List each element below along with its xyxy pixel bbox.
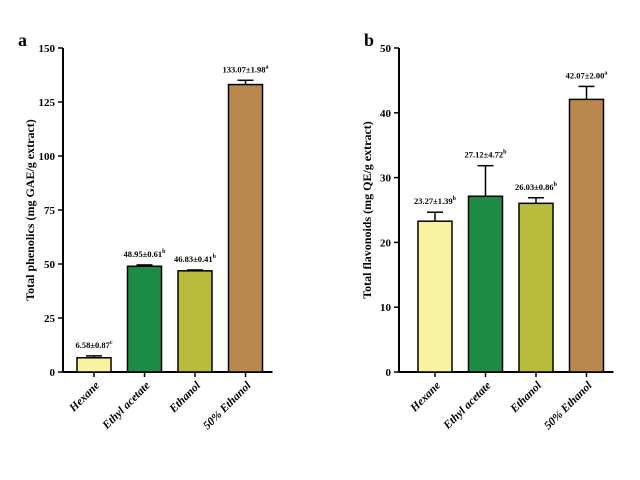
bar bbox=[76, 357, 112, 373]
data-label-value: 46.83±0.41 bbox=[174, 254, 213, 264]
bar bbox=[126, 265, 163, 373]
data-label: 26.03±0.86b bbox=[515, 182, 558, 192]
data-label: 42.07±2.00a bbox=[566, 70, 608, 80]
x-category-label: Hexane bbox=[408, 380, 443, 415]
y-tick-label: 25 bbox=[44, 313, 56, 325]
y-tick-label: 40 bbox=[380, 108, 392, 120]
chart-panel-b: b Total flavonoids (mg QE/g extract) 0 10 20… bbox=[360, 30, 614, 432]
significance-letter: c bbox=[110, 340, 113, 346]
x-category-label: 50% Ethanol bbox=[201, 379, 254, 432]
data-label: 6.58±0.87c bbox=[75, 340, 112, 350]
y-axis-label: Total flavonoids (mg QE/g extract) bbox=[360, 121, 374, 299]
x-category-label: Ethanol bbox=[167, 379, 204, 416]
y-tick-label: 150 bbox=[39, 43, 56, 55]
bar bbox=[518, 202, 554, 373]
bar bbox=[467, 195, 504, 373]
panel-letter: a bbox=[18, 30, 27, 50]
x-category-label: Hexane bbox=[67, 380, 102, 415]
bar bbox=[417, 220, 453, 373]
x-category-label: 50% Ethanol bbox=[542, 379, 595, 432]
y-tick-label: 125 bbox=[39, 97, 56, 109]
bar bbox=[177, 270, 213, 373]
data-label: 27.12±4.72b bbox=[464, 150, 507, 160]
significance-letter: a bbox=[604, 70, 607, 76]
x-category-label: Ethyl acetate bbox=[100, 380, 153, 433]
data-label-value: 27.12±4.72 bbox=[464, 150, 503, 160]
data-label-value: 48.95±0.61 bbox=[123, 249, 162, 259]
y-tick-label: 20 bbox=[380, 237, 392, 249]
bar bbox=[568, 98, 605, 373]
x-category-label: Ethanol bbox=[508, 379, 545, 416]
y-tick-label: 30 bbox=[380, 173, 392, 185]
significance-letter: b bbox=[162, 249, 166, 255]
y-tick-label: 50 bbox=[380, 43, 392, 55]
data-label-value: 6.58±0.87 bbox=[75, 340, 110, 350]
chart-panel-a: a Total phenolics (mg GAE/g extract) 0 25 50… bbox=[18, 30, 273, 432]
y-tick-label: 10 bbox=[380, 302, 392, 314]
significance-letter: a bbox=[265, 64, 268, 70]
y-axis-label: Total phenolics (mg GAE/g extract) bbox=[23, 119, 37, 301]
y-tick-label: 0 bbox=[386, 367, 392, 379]
data-label: 23.27±1.39b bbox=[414, 196, 457, 206]
bar bbox=[227, 83, 264, 373]
data-label-value: 42.07±2.00 bbox=[566, 70, 605, 80]
y-tick-label: 50 bbox=[44, 259, 56, 271]
data-label: 48.95±0.61b bbox=[123, 249, 166, 259]
significance-letter: b bbox=[503, 150, 507, 156]
x-category-label: Ethyl acetate bbox=[441, 380, 494, 433]
data-label-value: 26.03±0.86 bbox=[515, 182, 554, 192]
panel-letter: b bbox=[364, 30, 374, 50]
y-tick-label: 100 bbox=[39, 151, 56, 163]
data-label-value: 23.27±1.39 bbox=[414, 196, 453, 206]
significance-letter: b bbox=[213, 254, 217, 260]
significance-letter: b bbox=[554, 182, 558, 188]
y-tick-label: 0 bbox=[50, 367, 56, 379]
significance-letter: b bbox=[453, 196, 457, 202]
y-tick-label: 75 bbox=[44, 205, 56, 217]
data-label-value: 133.07±1.98 bbox=[223, 64, 266, 74]
data-label: 133.07±1.98a bbox=[223, 64, 269, 74]
data-label: 46.83±0.41b bbox=[174, 254, 217, 264]
